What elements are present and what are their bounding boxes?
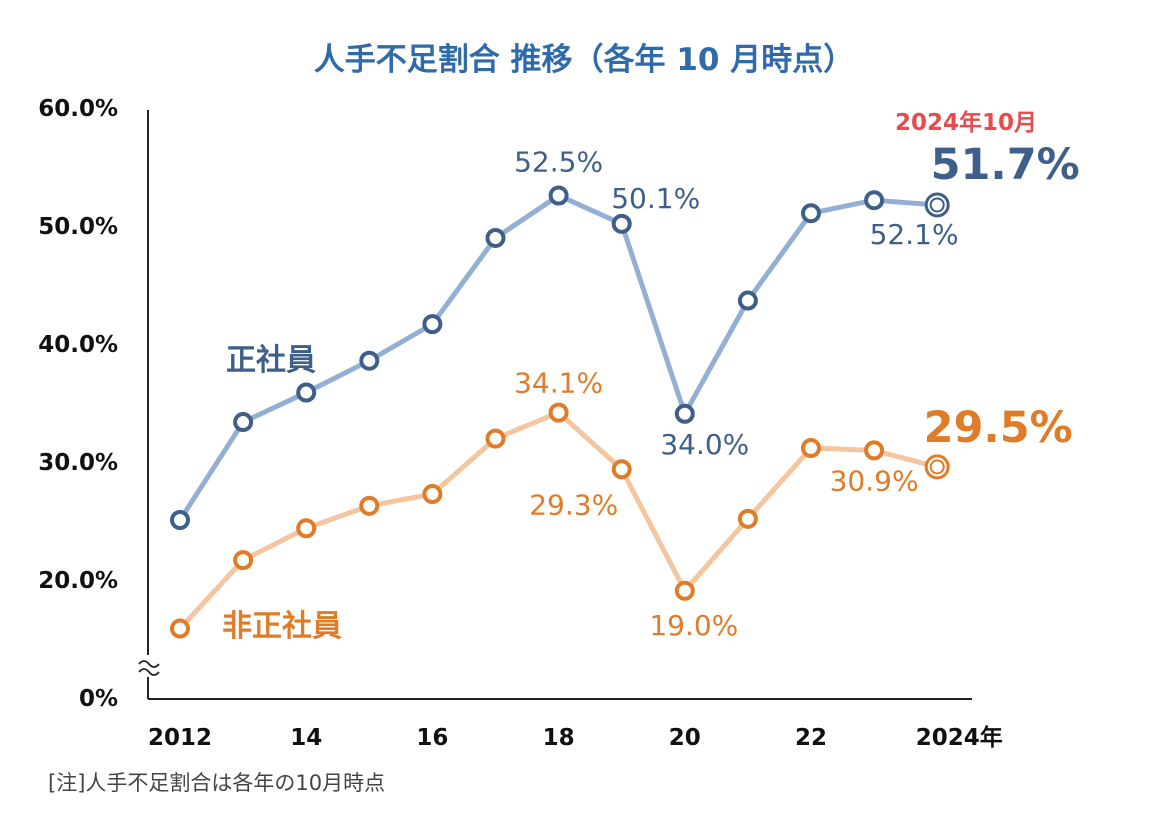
data-point — [170, 618, 190, 639]
axes — [138, 110, 972, 700]
x-tick-label: 20 — [669, 725, 701, 751]
data-point — [864, 190, 885, 211]
series-layer — [170, 185, 950, 639]
data-point — [296, 382, 317, 403]
y-tick-label: 30.0% — [38, 450, 118, 476]
x-tick-label: 2024年 — [916, 724, 1003, 751]
y-tick-label: 50.0% — [38, 214, 118, 240]
data-label: 51.7% — [931, 140, 1080, 190]
data-point-latest-inner — [929, 197, 945, 213]
data-label: 30.9% — [830, 464, 919, 497]
data-label: 50.1% — [611, 182, 700, 215]
data-label: 29.3% — [529, 488, 618, 521]
data-point — [485, 428, 506, 449]
data-point — [864, 440, 885, 461]
y-tick-label: 20.0% — [38, 568, 118, 594]
data-point — [485, 227, 506, 248]
data-point — [611, 213, 632, 234]
x-tick-labels: 2012 14 16 18 20 22 2024年 — [148, 724, 1003, 751]
x-tick-label: 22 — [795, 725, 827, 751]
data-point — [548, 402, 569, 423]
data-point-latest-inner — [929, 459, 945, 475]
data-point — [422, 484, 443, 505]
data-point — [674, 580, 695, 601]
data-point — [737, 290, 758, 311]
y-tick-label: 0% — [79, 686, 118, 712]
y-tick-label: 40.0% — [38, 332, 118, 358]
data-point — [359, 495, 380, 516]
data-labels: 52.5%50.1% 34.0% 52.1% 51.7% 34.1% 29.3% 19.0%… — [514, 140, 1080, 642]
data-point — [422, 314, 443, 335]
x-tick-label: 14 — [290, 725, 322, 751]
data-point — [674, 403, 695, 424]
data-point — [801, 438, 821, 459]
x-tick-label: 18 — [543, 725, 575, 751]
data-point — [548, 185, 569, 206]
footnote: [注]人手不足割合は各年の10月時点 — [48, 771, 385, 795]
data-point — [611, 459, 632, 480]
data-point — [233, 550, 254, 571]
x-tick-label: 2012 — [148, 725, 212, 751]
y-tick-labels: 0% 20.0% 30.0% 40.0% 50.0% 60.0% — [38, 96, 118, 712]
data-label: 19.0% — [649, 609, 738, 642]
data-label: 34.0% — [660, 428, 749, 461]
data-point — [737, 508, 758, 529]
chart-title: 人手不足割合 推移（各年 10 月時点） — [314, 42, 855, 78]
data-point — [170, 510, 190, 530]
data-point — [296, 518, 317, 539]
series-name-label: 正社員 — [226, 343, 316, 378]
data-label: 34.1% — [514, 367, 603, 400]
data-point — [359, 350, 380, 371]
series-name-label: 非正社員 — [222, 609, 342, 644]
data-point — [801, 203, 821, 224]
x-tick-label: 16 — [416, 725, 448, 751]
data-point — [233, 412, 254, 433]
y-tick-label: 60.0% — [38, 96, 118, 122]
latest-period-annotation: 2024年10月 — [895, 109, 1037, 136]
data-label: 29.5% — [924, 403, 1073, 453]
data-label: 52.5% — [514, 146, 603, 179]
data-label: 52.1% — [870, 218, 959, 251]
axis-break-icon — [138, 655, 160, 677]
